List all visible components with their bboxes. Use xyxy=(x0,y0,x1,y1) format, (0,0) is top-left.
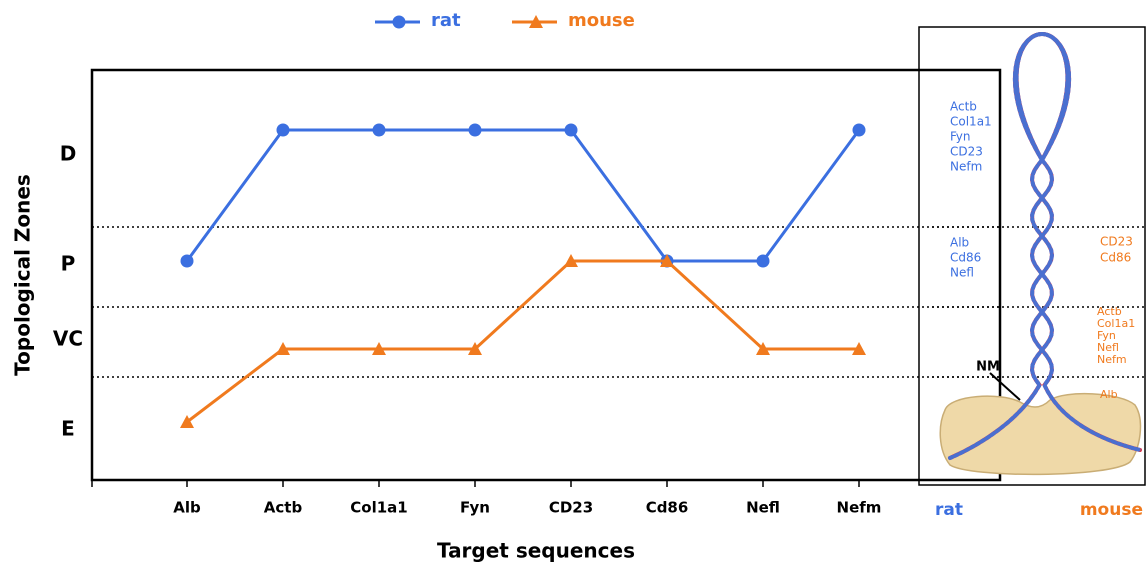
x-tick-label: Fyn xyxy=(460,499,490,517)
y-tick-label: E xyxy=(61,417,75,441)
gene-label: Nefm xyxy=(1097,353,1127,366)
x-tick-label: Nefl xyxy=(746,499,780,517)
gene-label: Fyn xyxy=(1097,329,1116,342)
gene-label: Cd86 xyxy=(1100,251,1131,265)
gene-label: CD23 xyxy=(950,145,983,159)
y-tick-label: D xyxy=(60,142,77,166)
nm-pointer xyxy=(989,372,1021,401)
data-point xyxy=(180,415,194,428)
nm-label: NM xyxy=(976,360,1000,375)
plot-frame xyxy=(90,68,1002,482)
gene-label: Col1a1 xyxy=(950,115,992,129)
dna-strands xyxy=(948,31,1142,460)
diagram-frame xyxy=(918,26,1146,486)
data-point xyxy=(756,254,770,268)
legend-label: mouse xyxy=(568,10,635,31)
x-tick-label: CD23 xyxy=(549,499,593,517)
gene-label: Col1a1 xyxy=(1097,317,1135,330)
gene-label: Actb xyxy=(950,100,977,114)
y-tick-label: P xyxy=(61,252,76,276)
data-point xyxy=(660,254,674,267)
data-point xyxy=(852,342,866,355)
gene-label: Cd86 xyxy=(950,251,981,265)
gene-label: Alb xyxy=(950,236,969,250)
data-point xyxy=(756,342,770,355)
data-point xyxy=(852,123,866,137)
zone-dividers xyxy=(92,226,1146,378)
x-tick-label: Cd86 xyxy=(646,499,689,517)
gene-label: Nefl xyxy=(950,266,974,280)
rat-label: rat xyxy=(935,500,963,520)
gene-label: CD23 xyxy=(1100,235,1133,249)
data-point xyxy=(372,123,386,137)
x-tick-label: Alb xyxy=(173,499,201,517)
gene-label: Nefl xyxy=(1097,341,1119,354)
x-axis-title: Target sequences xyxy=(437,539,635,563)
gene-label: Fyn xyxy=(950,130,971,144)
gene-label: Alb xyxy=(1100,388,1118,401)
x-tick-label: Col1a1 xyxy=(350,499,407,517)
legend-marker xyxy=(529,15,543,28)
legend-label: rat xyxy=(431,10,461,31)
data-point xyxy=(276,123,290,137)
data-point xyxy=(468,123,482,137)
strand xyxy=(1014,31,1142,452)
gene-label: Nefm xyxy=(950,160,982,174)
data-point xyxy=(564,123,578,137)
gene-label: Actb xyxy=(1097,305,1122,318)
nucleus xyxy=(939,392,1142,476)
mouse-label: mouse xyxy=(1080,500,1143,520)
data-point xyxy=(564,254,578,267)
y-tick-label: VC xyxy=(53,327,83,351)
y-axis-title: Topological Zones xyxy=(11,174,35,376)
data-point xyxy=(468,342,482,355)
legend-marker xyxy=(392,15,406,29)
series-line xyxy=(185,128,861,263)
series-line xyxy=(186,259,859,424)
data-point xyxy=(180,254,194,268)
x-tick-label: Nefm xyxy=(837,499,882,517)
x-tick-label: Actb xyxy=(264,499,303,517)
data-point xyxy=(372,342,386,355)
data-point xyxy=(276,342,290,355)
